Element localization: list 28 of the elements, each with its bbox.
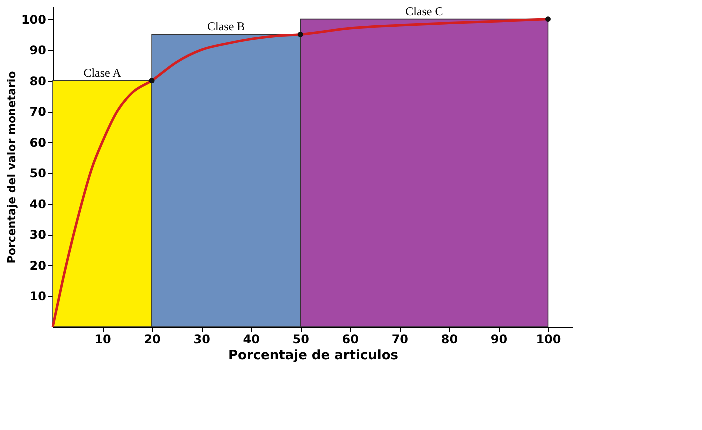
y-tick-label: 80 [30,74,46,88]
y-tick-label: 30 [30,228,46,242]
point [546,16,551,22]
y-tick-label: 50 [30,166,46,181]
point [149,78,155,84]
x-tick-label: 40 [243,332,260,346]
x-tick-label: 60 [342,332,359,346]
y-tick-label: 90 [30,44,46,58]
y-tick-label: 70 [30,105,46,120]
series-label: Clase A [84,66,122,80]
y-tick-label: 40 [30,197,46,212]
x-tick-label: 100 [536,332,562,346]
series-label: Clase C [406,4,444,18]
x-axis-title: Porcentaje de articulos [228,348,399,364]
x-tick-label: 90 [490,332,508,346]
series-label: Clase B [207,20,246,34]
x-tick-label: 70 [392,332,409,346]
point [298,32,304,38]
x-tick-label: 10 [94,332,112,346]
y-tick-label: 20 [30,258,46,273]
y-axis-title: Porcentaje del valor monetario [5,70,18,264]
y-tick-label: 60 [30,136,46,150]
x-tick-label: 20 [144,332,161,346]
y-tick-label: 10 [30,290,46,304]
x-tick-label: 50 [292,332,310,346]
x-tick-label: 30 [194,332,210,346]
x-tick-label: 80 [441,332,458,346]
y-tick-label: 100 [21,12,46,27]
